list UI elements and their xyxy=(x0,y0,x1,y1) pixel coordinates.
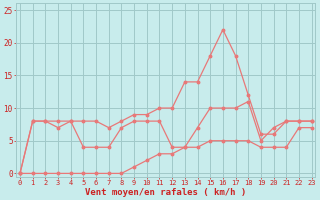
X-axis label: Vent moyen/en rafales ( km/h ): Vent moyen/en rafales ( km/h ) xyxy=(85,188,246,197)
